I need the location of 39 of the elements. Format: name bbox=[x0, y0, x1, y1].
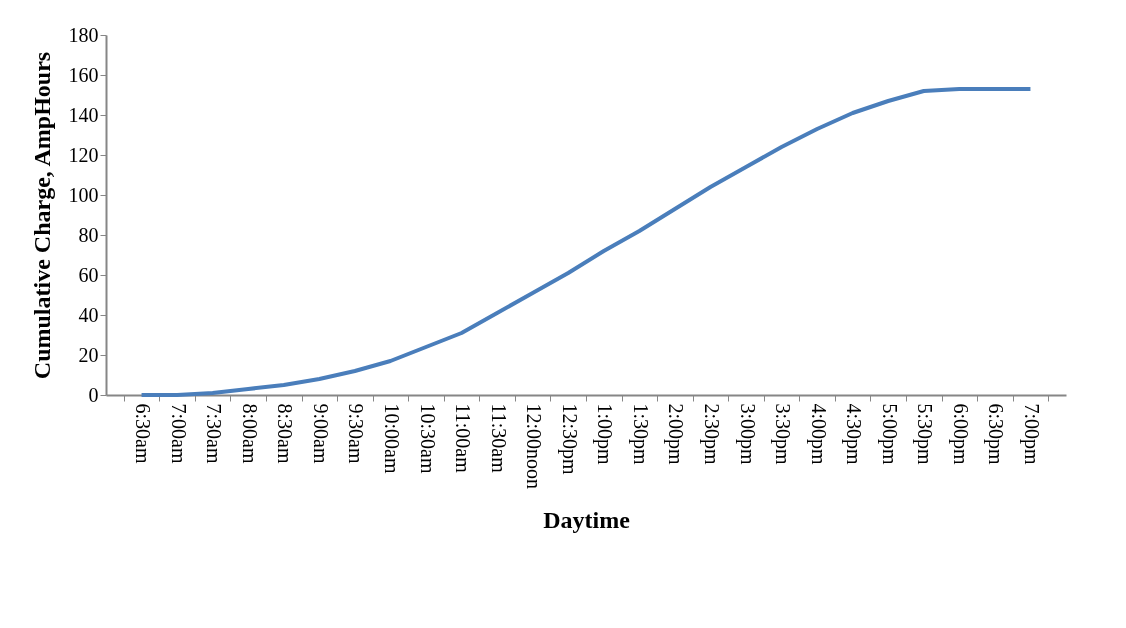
y-tick-label: 20 bbox=[78, 343, 99, 366]
y-tick-label: 80 bbox=[78, 223, 99, 246]
x-tick-label: 3:00pm bbox=[735, 403, 759, 466]
x-tick-label: 7:00pm bbox=[1019, 403, 1043, 466]
x-tick-label: 2:00pm bbox=[664, 403, 688, 466]
x-tick-label: 4:00pm bbox=[806, 403, 830, 466]
x-tick-label: 12:30pm bbox=[557, 403, 581, 476]
line-series bbox=[139, 87, 1033, 397]
x-tick-label: 11:00am bbox=[452, 403, 475, 474]
x-tick-label: 7:30am bbox=[203, 403, 226, 464]
y-tick-label: 180 bbox=[68, 23, 99, 46]
x-tick-label: 10:00am bbox=[380, 403, 403, 474]
x-tick-label: 6:00pm bbox=[948, 403, 972, 466]
x-tick-label: 1:00pm bbox=[593, 403, 617, 466]
x-tick-label: 2:30pm bbox=[699, 403, 723, 466]
x-tick-label: 6:30pm bbox=[984, 403, 1008, 466]
x-tick-label: 6:30am bbox=[132, 403, 155, 464]
y-tick-label: 0 bbox=[88, 383, 99, 406]
x-tick-label: 5:00pm bbox=[877, 403, 901, 466]
y-axis-title: Cumulative Charge, AmpHours bbox=[28, 51, 55, 380]
x-axis-title: Daytime bbox=[543, 507, 631, 534]
x-tick-label: 9:00am bbox=[309, 403, 332, 464]
x-tick-label: 4:30pm bbox=[842, 403, 866, 466]
y-tick-label: 160 bbox=[68, 63, 99, 86]
y-tick-label: 60 bbox=[78, 263, 99, 286]
x-tick-label: 7:00am bbox=[167, 403, 190, 464]
x-tick-label: 10:30am bbox=[416, 403, 439, 474]
x-tick-label: 3:30pm bbox=[771, 403, 795, 466]
x-tick-label: 8:00am bbox=[238, 403, 261, 464]
x-tick-label: 11:30am bbox=[487, 403, 510, 474]
x-tick-label: 1:30pm bbox=[628, 403, 652, 466]
y-tick-label: 40 bbox=[78, 303, 99, 326]
y-tick-label: 120 bbox=[68, 143, 99, 166]
x-tick-label: 8:30am bbox=[274, 403, 297, 464]
x-tick-label: 9:30am bbox=[345, 403, 368, 464]
y-tick-label: 100 bbox=[68, 183, 99, 206]
x-tick-label: 12:00noon bbox=[523, 403, 546, 490]
y-tick-label: 140 bbox=[68, 103, 99, 126]
x-tick-label: 5:30pm bbox=[913, 403, 937, 466]
